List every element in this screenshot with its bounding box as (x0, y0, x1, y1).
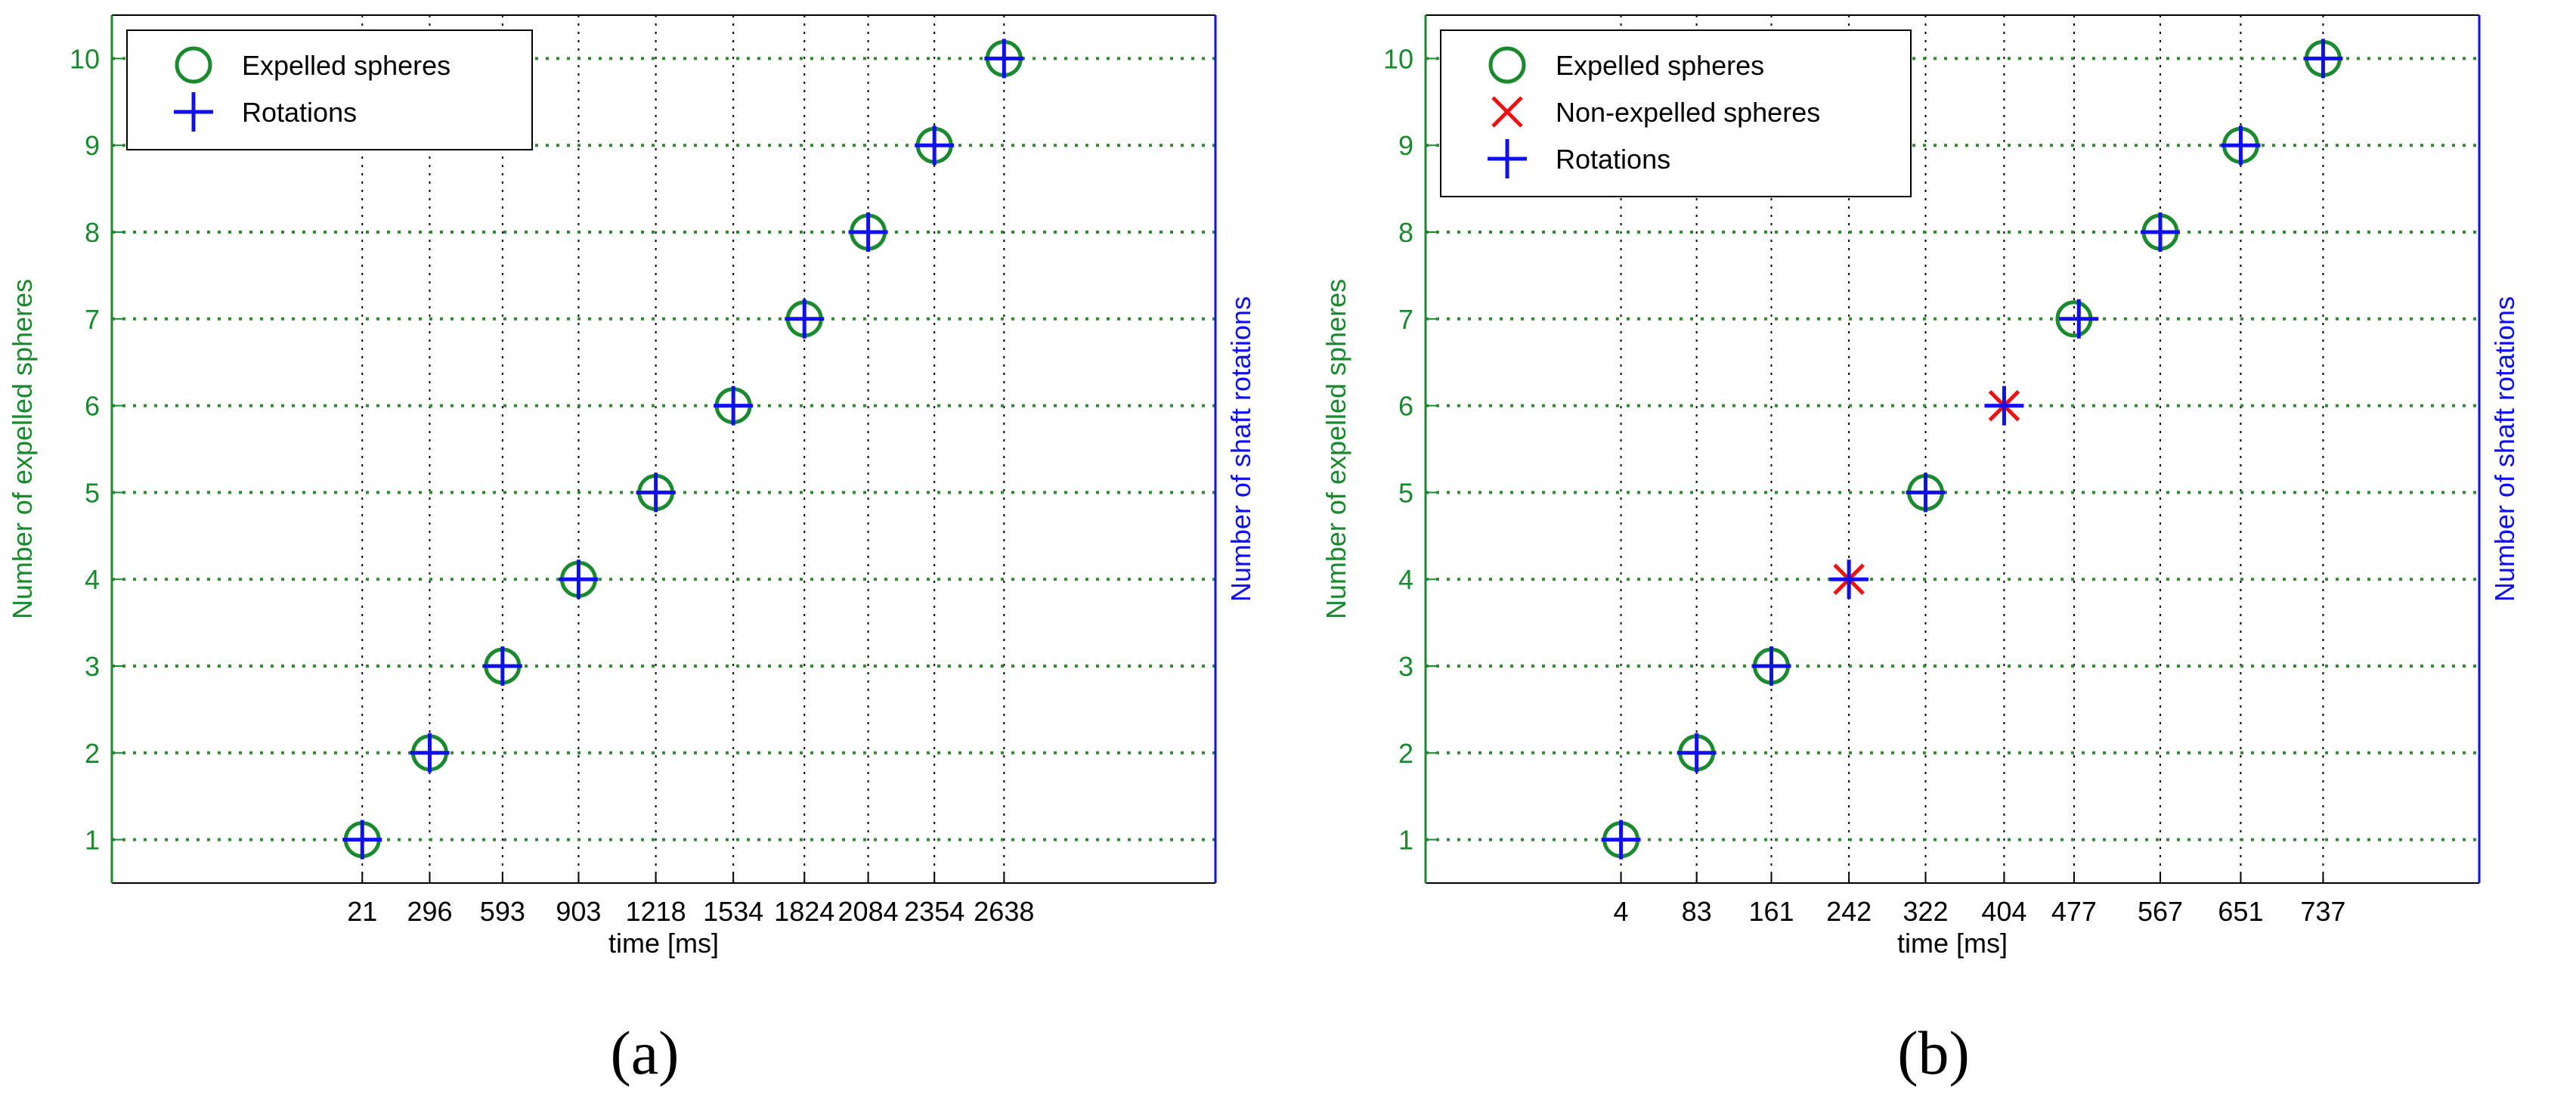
grid (1426, 15, 2479, 883)
panel-label: (a) (610, 1018, 679, 1087)
x-tick-label: 4 (1614, 896, 1629, 927)
y-tick-label: 4 (85, 564, 100, 595)
x-tick-label: 161 (1748, 896, 1794, 927)
chart-panel-b: 4 83 161 242 322 404 477 567 651 73712345678910ti… (1321, 14, 2520, 1087)
y-tick-label: 10 (70, 43, 100, 74)
data-point (984, 39, 1024, 79)
data-point (1677, 733, 1717, 773)
data-point (1751, 646, 1791, 686)
x-tick-label: 296 (407, 896, 452, 927)
legend-marker (1488, 46, 1526, 84)
x-tick-label: 2354 (904, 896, 964, 927)
data-point (1984, 386, 2024, 426)
data-point (1601, 820, 1641, 860)
legend-marker (174, 92, 213, 132)
series-expelled-spheres (343, 39, 1023, 859)
x-tick-label: 1824 (774, 896, 834, 927)
y-tick-label: 2 (85, 738, 100, 769)
legend-label: Expelled spheres (1556, 50, 1764, 81)
y-axis-title-right: Number of shaft rotations (2489, 296, 2520, 602)
x-axis-title: time [ms] (608, 928, 719, 959)
legend-marker (175, 46, 212, 84)
series-rotations (342, 39, 1024, 860)
y-tick-label: 3 (85, 651, 100, 682)
data-point (714, 386, 754, 426)
y-tick-label: 2 (1398, 738, 1413, 769)
x-tick-label: 2084 (838, 896, 899, 927)
y-axis-title-left: Number of expelled spheres (7, 279, 38, 619)
y-tick-label: 8 (1398, 217, 1413, 248)
y-tick-label: 9 (85, 130, 100, 161)
x-tick-label: 593 (480, 896, 525, 927)
x-tick-label: 567 (2138, 896, 2183, 927)
legend-marker (1488, 139, 1527, 178)
y-axis-title-left: Number of expelled spheres (1321, 279, 1351, 619)
y-tick-label: 7 (1398, 304, 1413, 335)
legend-box (1440, 29, 1912, 197)
data-point (848, 212, 888, 252)
legend-label: Rotations (242, 97, 357, 128)
x-tick-label: 477 (2051, 896, 2097, 927)
data-point (636, 473, 676, 513)
y-tick-label: 5 (1398, 477, 1413, 508)
series-rotations (1601, 39, 2343, 860)
y-tick-label: 3 (1398, 651, 1413, 682)
data-point (785, 299, 825, 339)
x-axis-title: time [ms] (1897, 928, 2008, 959)
chart-panel-a: 21 296 593 903 1218 1534 1824 2084 2354 2638 1 2 3 4 5… (7, 14, 1256, 1087)
grid (112, 15, 1215, 883)
y-tick-label: 10 (1383, 43, 1413, 74)
y-tick-label: 8 (85, 217, 100, 248)
data-point (482, 646, 522, 686)
y-tick-label: 4 (1398, 564, 1413, 595)
x-tick-label: 903 (556, 896, 601, 927)
y-tick-label: 1 (85, 825, 100, 856)
x-tick-label: 21 (347, 896, 377, 927)
x-tick-label: 322 (1903, 896, 1948, 927)
legend-label: Rotations (1556, 144, 1670, 175)
y-axis-title-right: Number of shaft rotations (1225, 296, 1256, 602)
x-tick-label: 242 (1826, 896, 1872, 927)
y-tick-label: 5 (85, 477, 100, 508)
panel-label: (b) (1897, 1018, 1970, 1087)
x-tick-label: 1218 (626, 896, 686, 927)
data-point (1906, 473, 1946, 513)
data-point (342, 820, 382, 860)
y-tick-label: 6 (85, 391, 100, 422)
y-tick-label: 7 (85, 304, 100, 335)
data-point (2059, 299, 2099, 339)
x-tick-label: 404 (1981, 896, 2026, 927)
y-tick-label: 6 (1398, 391, 1413, 422)
y-tick-label: 1 (1398, 825, 1413, 856)
x-tick-label: 651 (2218, 896, 2263, 927)
legend: Expelled spheres Non-expelled spheres Rota… (1440, 29, 1912, 197)
legend-label: Non-expelled spheres (1556, 97, 1820, 128)
data-point (2140, 212, 2180, 252)
data-point (559, 559, 599, 600)
data-point (2303, 39, 2343, 79)
legend-marker (1491, 96, 1523, 128)
data-point (2221, 126, 2261, 166)
legend-label: Expelled spheres (242, 50, 450, 81)
x-tick-label: 737 (2300, 896, 2345, 927)
data-point (1829, 559, 1869, 600)
x-tick-label: 2638 (974, 896, 1034, 927)
data-point (410, 733, 450, 773)
legend: Expelled spheres Rotations (126, 29, 533, 150)
x-tick-label: 1534 (703, 896, 763, 927)
data-point (915, 126, 955, 166)
y-tick-label: 9 (1398, 130, 1413, 161)
x-tick-label: 83 (1682, 896, 1712, 927)
